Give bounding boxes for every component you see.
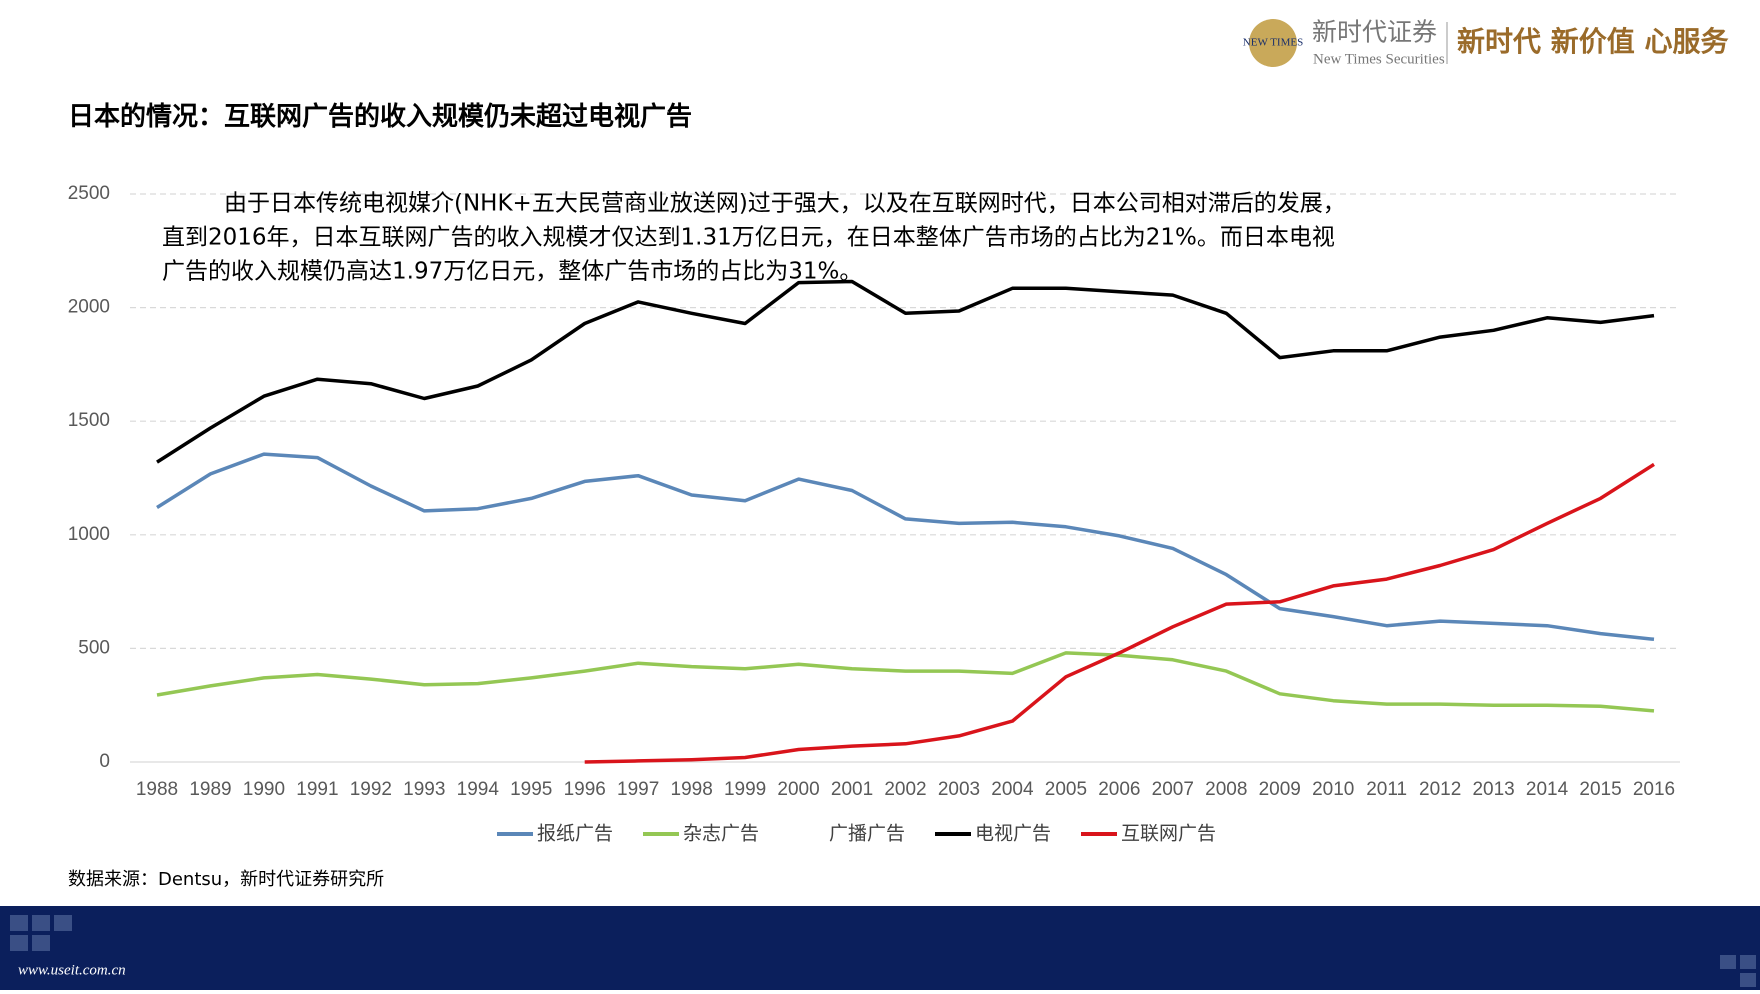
series-line bbox=[156, 452, 1655, 642]
annotation: 广告的收入规模仍高达1.97万亿日元，整体广告市场的占比为31%。 bbox=[162, 259, 862, 285]
slogan: 新时代 新价值 心服务 bbox=[1457, 25, 1729, 58]
annotation: 直到2016年，日本互联网广告的收入规模才仅达到1.31万亿日元，在日本整体广告… bbox=[162, 225, 1335, 251]
x-tick-label: 2015 bbox=[1579, 779, 1621, 800]
deco bbox=[1720, 955, 1736, 969]
plot: 0 500 1000 1500 2000 2500 1988 1989 1990 1991 1992… bbox=[68, 183, 1680, 845]
deco bbox=[10, 935, 28, 951]
series-line bbox=[156, 651, 1655, 713]
series-line bbox=[584, 462, 1655, 764]
logo-mark: NEW TIMES bbox=[1243, 37, 1303, 49]
x-tick-label: 2007 bbox=[1152, 779, 1194, 800]
x-tick-label: 2011 bbox=[1366, 779, 1407, 800]
y-tick-label: 1000 bbox=[68, 524, 110, 545]
legend-label: 电视广告 bbox=[975, 823, 1051, 845]
deco bbox=[32, 935, 50, 951]
y-tick-label: 1500 bbox=[68, 410, 110, 431]
y-tick-label: 2000 bbox=[68, 297, 110, 318]
deco bbox=[10, 915, 28, 931]
x-tick-label: 2006 bbox=[1098, 779, 1140, 800]
x-tick-label: 1997 bbox=[617, 779, 659, 800]
legend-label: 广播广告 bbox=[829, 823, 905, 845]
x-tick-label: 1990 bbox=[243, 779, 285, 800]
x-tick-label: 2009 bbox=[1259, 779, 1301, 800]
x-tick-label: 1995 bbox=[510, 779, 552, 800]
x-tick-label: 1992 bbox=[350, 779, 392, 800]
annotation: 由于日本传统电视媒介(NHK+五大民营商业放送网)过于强大，以及在互联网时代，日… bbox=[224, 191, 1346, 217]
x-tick-label: 1991 bbox=[296, 779, 338, 800]
logo-circle bbox=[1249, 19, 1297, 67]
x-tick-label: 2003 bbox=[938, 779, 980, 800]
legend-label: 杂志广告 bbox=[683, 823, 759, 845]
legend-label: 报纸广告 bbox=[537, 823, 613, 845]
y-tick-label: 0 bbox=[99, 751, 110, 772]
x-tick-label: 2002 bbox=[884, 779, 926, 800]
y-tick-label: 500 bbox=[78, 637, 110, 658]
source: 数据来源：Dentsu，新时代证券研究所 bbox=[68, 869, 384, 890]
deco bbox=[1740, 973, 1756, 987]
footer-url: www.useit.com.cn bbox=[18, 962, 126, 978]
x-tick-label: 1993 bbox=[403, 779, 445, 800]
x-tick-label: 2001 bbox=[831, 779, 873, 800]
x-tick-label: 2005 bbox=[1045, 779, 1087, 800]
x-tick-label: 2000 bbox=[777, 779, 819, 800]
x-tick-label: 2012 bbox=[1419, 779, 1461, 800]
footer-bar bbox=[0, 906, 1760, 990]
series-line bbox=[156, 279, 1655, 464]
x-tick-label: 2004 bbox=[991, 779, 1034, 800]
x-tick-label: 2010 bbox=[1312, 779, 1354, 800]
y-tick-label: 2500 bbox=[68, 183, 110, 204]
x-tick-label: 1998 bbox=[671, 779, 713, 800]
x-tick-label: 1999 bbox=[724, 779, 766, 800]
x-tick-label: 2014 bbox=[1526, 779, 1569, 800]
x-tick-label: 1988 bbox=[136, 779, 178, 800]
legend-label: 互联网广告 bbox=[1121, 823, 1216, 845]
x-tick-label: 2008 bbox=[1205, 779, 1247, 800]
deco bbox=[1740, 955, 1756, 969]
deco bbox=[32, 915, 50, 931]
x-tick-label: 2016 bbox=[1633, 779, 1675, 800]
x-tick-label: 1994 bbox=[457, 779, 500, 800]
deco bbox=[54, 915, 72, 931]
x-tick-label: 1989 bbox=[189, 779, 231, 800]
x-tick-label: 2013 bbox=[1472, 779, 1514, 800]
title: 日本的情况：互联网广告的收入规模仍未超过电视广告 bbox=[68, 101, 692, 132]
company: 新时代证券 bbox=[1312, 18, 1437, 47]
company-en: New Times Securities bbox=[1313, 51, 1445, 67]
x-tick-label: 1996 bbox=[564, 779, 606, 800]
